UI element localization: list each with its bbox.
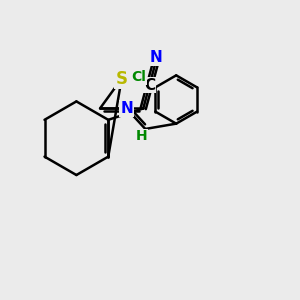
Text: H: H — [136, 129, 148, 143]
Text: C: C — [144, 77, 155, 92]
Text: Cl: Cl — [131, 70, 146, 84]
Text: S: S — [116, 70, 128, 88]
Text: N: N — [149, 50, 162, 65]
Text: N: N — [120, 101, 133, 116]
